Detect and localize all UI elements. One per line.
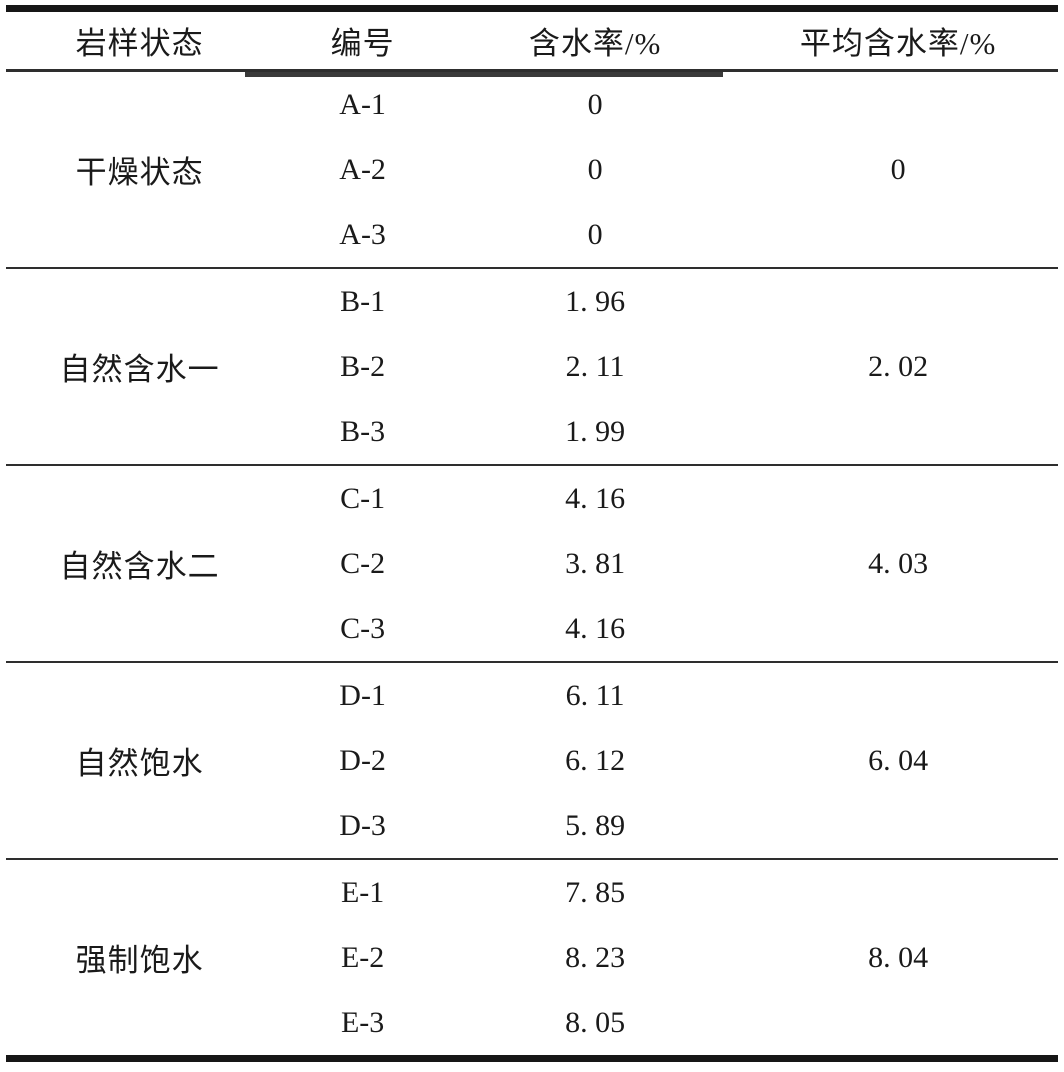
header-row: 岩样状态 编号 含水率/% 平均含水率/% (6, 9, 1058, 71)
sample-id-cell: D-3 (339, 808, 386, 842)
moisture-value-cell: 2. 11 (565, 349, 625, 383)
sample-group: 强制饱水 E-1 7. 85 8. 04 E-2 8. 23 E-3 8. 05 (6, 859, 1058, 1059)
moisture-value-cell: 8. 05 (565, 1005, 626, 1039)
average-moisture-cell: 4. 03 (868, 546, 929, 580)
header-rock-sample-state: 岩样状态 (75, 26, 204, 61)
sample-group: 自然饱水 D-1 6. 11 6. 04 D-2 6. 12 D-3 5. 89 (6, 662, 1058, 859)
moisture-value-cell: 1. 99 (565, 414, 626, 448)
sample-group: 自然含水二 C-1 4. 16 4. 03 C-2 3. 81 C-3 4. 16 (6, 465, 1058, 662)
rock-state-cell: 强制饱水 (75, 943, 204, 978)
average-moisture-cell: 8. 04 (868, 940, 929, 974)
sample-id-cell: E-3 (340, 1005, 385, 1039)
sample-id-cell: B-3 (340, 414, 386, 448)
moisture-value-cell: 0 (587, 152, 603, 186)
table-header: 岩样状态 编号 含水率/% 平均含水率/% (6, 9, 1058, 71)
rock-state-cell: 自然饱水 (75, 746, 204, 781)
moisture-content-table: 岩样状态 编号 含水率/% 平均含水率/% 干燥状态 A-1 0 0 A-2 0 A-3 0 自… (6, 5, 1058, 1062)
header-average-moisture-content: 平均含水率/% (799, 26, 997, 61)
moisture-value-cell: 1. 96 (565, 284, 626, 318)
sample-id-cell: B-2 (340, 349, 386, 383)
moisture-value-cell: 0 (587, 87, 603, 121)
header-subrule-line (245, 72, 723, 77)
sample-id-cell: C-2 (340, 546, 386, 580)
moisture-value-cell: 6. 11 (565, 678, 625, 712)
sample-group: 干燥状态 A-1 0 0 A-2 0 A-3 0 (6, 71, 1058, 268)
table-row: 自然含水一 B-1 1. 96 2. 02 (6, 268, 1058, 388)
table-row: C-2 3. 81 (6, 531, 1058, 596)
sample-id-cell: A-1 (339, 87, 386, 121)
table-row: A-3 0 (6, 202, 1058, 268)
table-row: 干燥状态 A-1 0 0 (6, 71, 1058, 191)
average-moisture-cell: 0 (890, 152, 906, 186)
moisture-value-cell: 4. 16 (565, 611, 626, 645)
sample-id-cell: D-2 (339, 743, 386, 777)
rock-state-cell: 自然含水二 (59, 549, 220, 584)
moisture-value-cell: 8. 23 (565, 940, 626, 974)
average-moisture-cell: 2. 02 (868, 349, 929, 383)
moisture-value-cell: 4. 16 (565, 481, 626, 515)
rock-state-cell: 自然含水一 (59, 352, 220, 387)
table-row: D-2 6. 12 (6, 728, 1058, 793)
sample-id-cell: C-3 (340, 611, 386, 645)
header-moisture-content: 含水率/% (528, 26, 662, 61)
table-row: A-2 0 (6, 137, 1058, 202)
sample-id-cell: B-1 (340, 284, 386, 318)
table-row: 自然含水二 C-1 4. 16 4. 03 (6, 465, 1058, 585)
sample-id-cell: A-2 (339, 152, 386, 186)
moisture-value-cell: 0 (587, 217, 603, 251)
table-row: D-3 5. 89 (6, 793, 1058, 859)
table-row: E-2 8. 23 (6, 925, 1058, 990)
sample-id-cell: D-1 (339, 678, 386, 712)
table-row: B-2 2. 11 (6, 334, 1058, 399)
table-row: 强制饱水 E-1 7. 85 8. 04 (6, 859, 1058, 979)
average-moisture-cell: 6. 04 (868, 743, 929, 777)
sample-id-cell: E-2 (340, 940, 385, 974)
table-row: E-3 8. 05 (6, 990, 1058, 1059)
table-row: C-3 4. 16 (6, 596, 1058, 662)
sample-group: 自然含水一 B-1 1. 96 2. 02 B-2 2. 11 B-3 1. 99 (6, 268, 1058, 465)
table-row: B-3 1. 99 (6, 399, 1058, 465)
sample-id-cell: C-1 (340, 481, 386, 515)
sample-id-cell: E-1 (340, 875, 385, 909)
moisture-value-cell: 3. 81 (565, 546, 626, 580)
moisture-value-cell: 5. 89 (565, 808, 626, 842)
rock-state-cell: 干燥状态 (75, 155, 204, 190)
header-sample-id: 编号 (330, 26, 395, 61)
moisture-value-cell: 6. 12 (565, 743, 626, 777)
table-row: 自然饱水 D-1 6. 11 6. 04 (6, 662, 1058, 782)
moisture-value-cell: 7. 85 (565, 875, 626, 909)
sample-id-cell: A-3 (339, 217, 386, 251)
